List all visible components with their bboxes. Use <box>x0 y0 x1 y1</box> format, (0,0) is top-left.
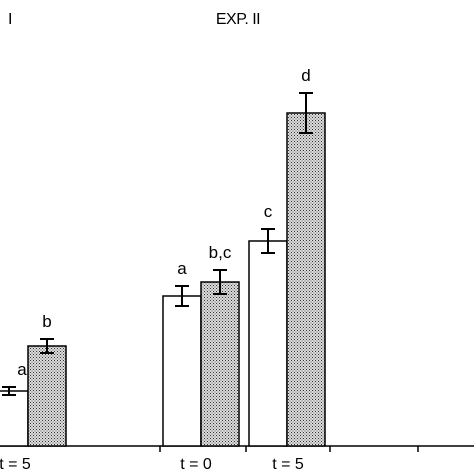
significance-label-p0-g0-b0: a <box>17 360 27 379</box>
panel-title-0: I <box>8 11 12 28</box>
significance-label-p0-g0-b1: b <box>42 312 51 331</box>
bar-p0-g0-b0 <box>0 390 29 447</box>
bar-p1-g0-b1 <box>200 281 240 447</box>
category-label-p1-g0: t = 0 <box>180 456 212 473</box>
panel-title-1: EXP. II <box>216 11 260 28</box>
bar-p1-g1-b1 <box>286 112 326 447</box>
bar-p1-g0-b0 <box>162 295 202 447</box>
bar-p1-g1-b0 <box>248 240 288 447</box>
bar-p0-g0-b1 <box>27 345 67 447</box>
category-label-p1-g1: t = 5 <box>272 456 304 473</box>
category-label-p0-g0: t = 5 <box>0 456 31 473</box>
significance-label-p1-g0-b0: a <box>177 259 187 278</box>
significance-label-p1-g0-b1: b,c <box>209 243 232 262</box>
significance-label-p1-g1-b1: d <box>301 66 310 85</box>
significance-label-p1-g1-b0: c <box>264 202 273 221</box>
